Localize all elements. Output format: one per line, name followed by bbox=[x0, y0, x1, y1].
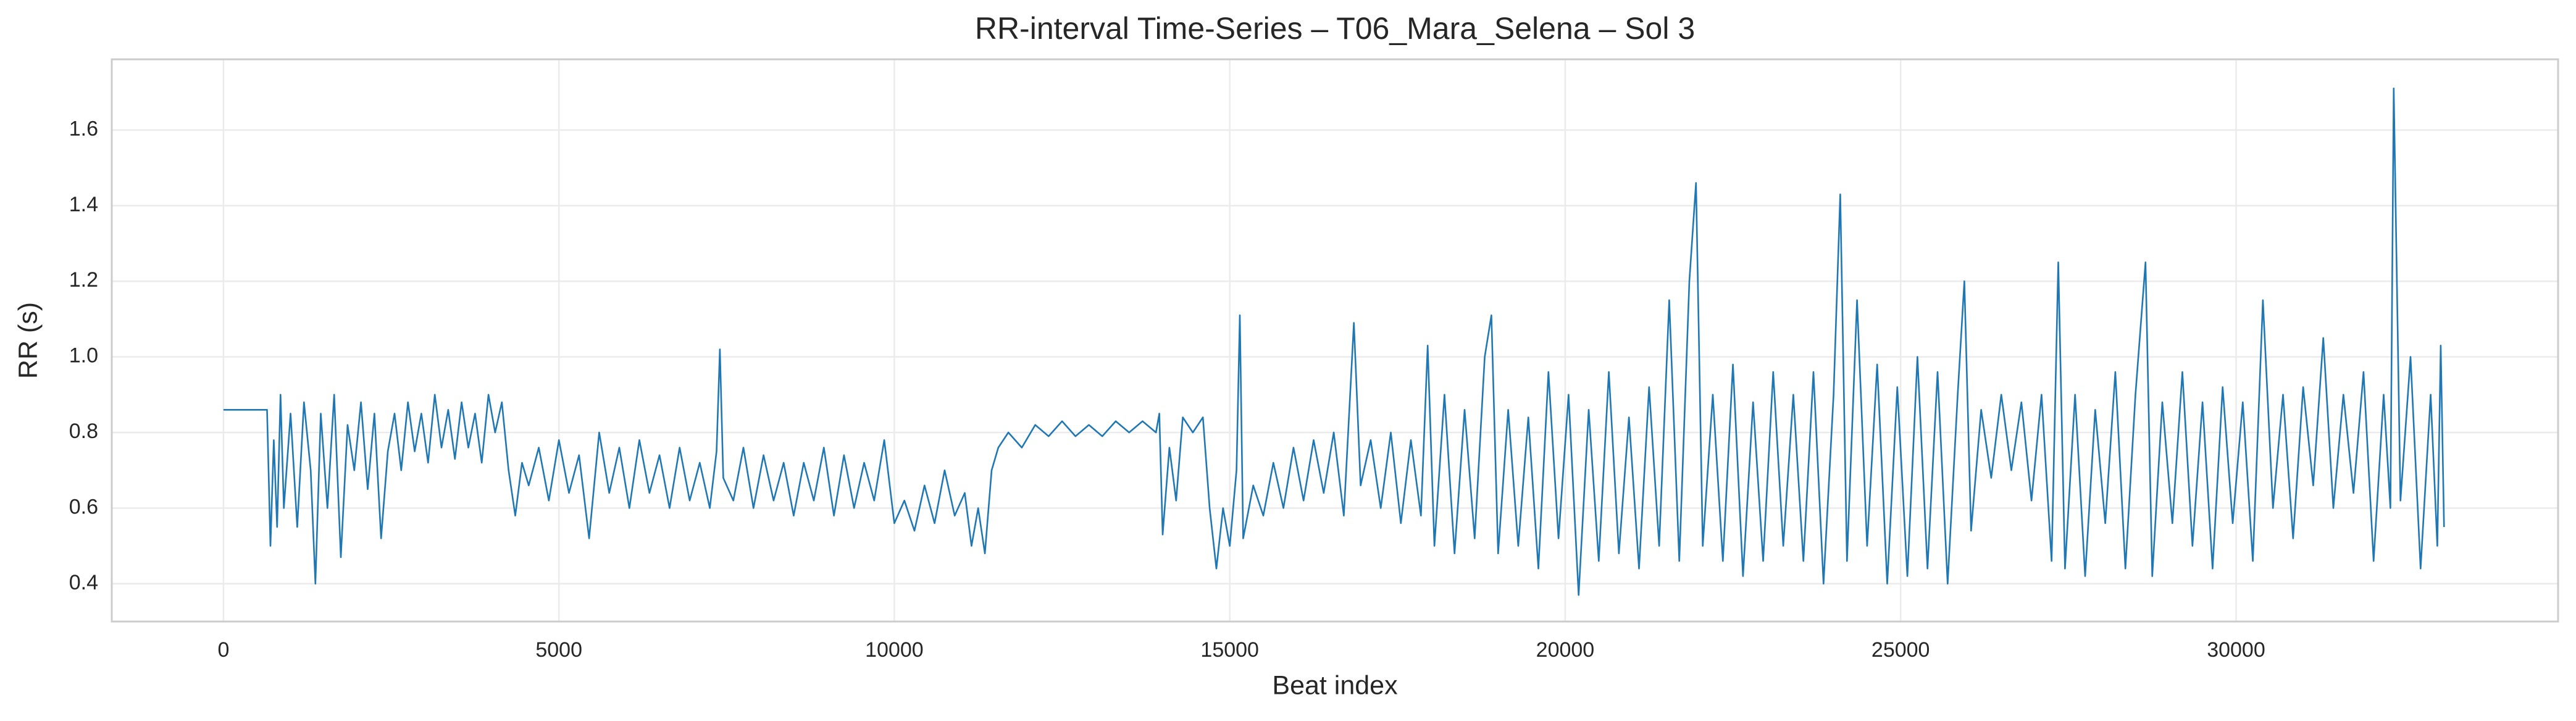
data-line bbox=[223, 87, 2445, 596]
chart-title: RR-interval Time-Series – T06_Mara_Selen… bbox=[975, 11, 1695, 46]
y-tick-label: 0.4 bbox=[69, 571, 98, 594]
y-tick-label: 1.4 bbox=[69, 193, 98, 216]
x-axis-label: Beat index bbox=[1272, 670, 1398, 700]
x-tick-label: 20000 bbox=[1536, 638, 1595, 662]
x-tick-label: 10000 bbox=[865, 638, 924, 662]
x-tick-label: 15000 bbox=[1200, 638, 1259, 662]
y-axis-label: RR (s) bbox=[13, 302, 43, 379]
x-tick-label: 0 bbox=[217, 638, 229, 662]
y-tick-label: 0.6 bbox=[69, 495, 98, 518]
y-tick-label: 0.8 bbox=[69, 420, 98, 443]
plot-frame bbox=[111, 58, 2559, 623]
y-tick-label: 1.2 bbox=[69, 268, 98, 292]
y-tick-label: 1.0 bbox=[69, 344, 98, 368]
x-tick-label: 5000 bbox=[535, 638, 582, 662]
x-tick-label: 25000 bbox=[1871, 638, 1930, 662]
x-tick-label: 30000 bbox=[2207, 638, 2265, 662]
y-tick-label: 1.6 bbox=[69, 117, 98, 140]
